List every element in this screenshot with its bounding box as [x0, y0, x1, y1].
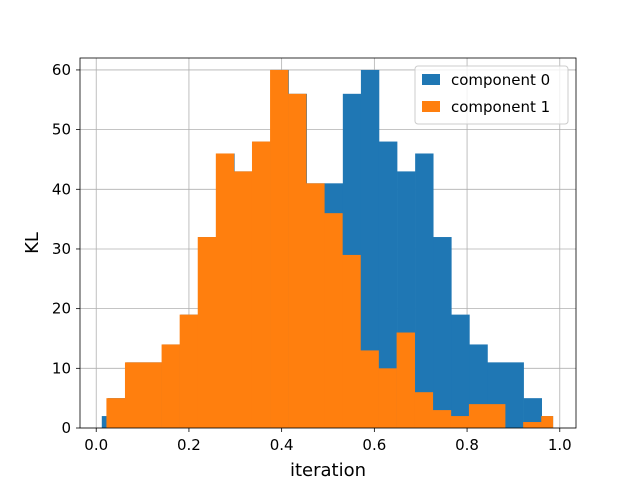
histogram-bar-component-0 — [451, 314, 470, 428]
histogram-bar-component-0 — [378, 141, 398, 428]
histogram-bar-component-1 — [360, 350, 379, 428]
y-tick-label: 10 — [52, 359, 71, 377]
histogram-bar-component-1 — [306, 183, 325, 428]
histogram-bars — [101, 69, 554, 429]
y-tick-label: 60 — [52, 61, 71, 79]
x-tick-label: 0.0 — [84, 436, 108, 454]
histogram-bar-component-1 — [396, 332, 415, 428]
histogram-bar-component-1 — [432, 410, 452, 428]
histogram-bar-component-1 — [124, 362, 162, 428]
y-axis-label: KL — [22, 232, 43, 254]
histogram-bar-component-1 — [270, 69, 289, 428]
histogram-bar-component-0 — [415, 153, 434, 428]
histogram-bar-component-1 — [106, 398, 126, 428]
histogram-bar-component-1 — [233, 171, 253, 429]
histogram-bar-component-1 — [468, 404, 506, 428]
y-tick-label: 40 — [52, 180, 71, 198]
legend-swatch-component-1 — [422, 101, 440, 112]
histogram-bar-component-1 — [342, 254, 361, 428]
legend-label-component-1: component 1 — [451, 98, 550, 116]
x-tick-label: 0.8 — [455, 436, 479, 454]
plot-frame — [79, 57, 577, 429]
histogram-bar-component-0 — [523, 398, 542, 428]
histogram-bar-component-1 — [251, 141, 271, 428]
legend-box — [414, 65, 569, 125]
histogram-bar-component-1 — [215, 153, 235, 428]
histogram-bar-component-0 — [101, 416, 109, 428]
x-tick-label: 1.0 — [548, 436, 572, 454]
x-tick-label: 0.4 — [270, 436, 294, 454]
histogram-bar-component-1 — [324, 213, 343, 428]
histogram-bar-component-1 — [161, 344, 180, 428]
y-tick-label: 50 — [52, 121, 71, 139]
histogram-bar-component-1 — [179, 314, 199, 428]
legend: component 0 component 1 — [414, 65, 569, 125]
y-tick-label: 0 — [61, 419, 71, 437]
y-tick-label: 30 — [52, 240, 71, 258]
histogram-bar-component-1 — [197, 237, 217, 428]
histogram-bar-component-1 — [523, 422, 542, 428]
histogram-bar-component-1 — [288, 93, 307, 428]
histogram-bar-component-1 — [378, 368, 397, 428]
histogram-bar-component-1 — [450, 416, 470, 428]
histogram-bar-component-0 — [360, 69, 380, 428]
histogram-bar-component-1 — [414, 392, 434, 428]
x-tick-label: 0.2 — [177, 436, 201, 454]
legend-swatch-component-0 — [422, 74, 440, 85]
y-tick-label: 20 — [52, 300, 71, 318]
legend-label-component-0: component 0 — [451, 71, 550, 89]
histogram-bar-component-1 — [541, 416, 554, 428]
histogram-bar-component-0 — [433, 237, 452, 428]
x-tick-label: 0.6 — [362, 436, 386, 454]
x-axis-label: iteration — [290, 460, 366, 480]
axis-ticks: 0.0 0.2 0.4 0.6 0.8 1.0 0 10 20 30 40 50 60 — [52, 61, 572, 454]
